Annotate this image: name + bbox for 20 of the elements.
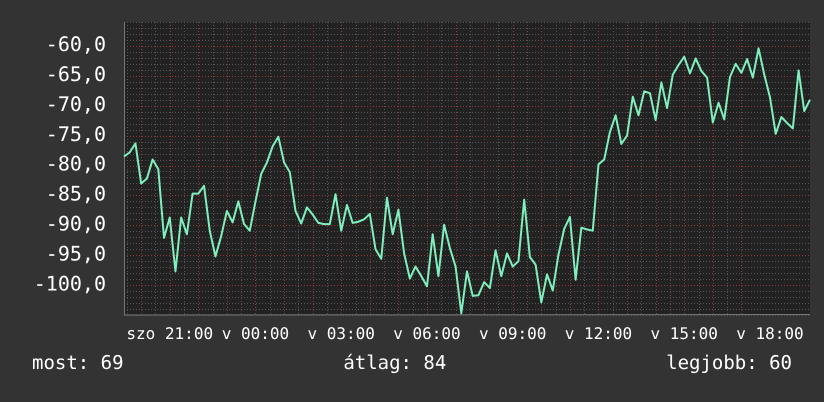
x-tick-label: v 09:00 xyxy=(479,324,546,343)
y-tick-label: -80,0 xyxy=(46,152,106,176)
text: most: 69 xyxy=(32,352,124,374)
y-tick-label: -65,0 xyxy=(46,62,106,86)
y-tick-label: -90,0 xyxy=(46,212,106,236)
y-tick-label: -85,0 xyxy=(46,182,106,206)
x-tick-label: v 15:00 xyxy=(650,324,718,343)
text: átlag: 84 xyxy=(343,352,446,374)
y-tick-label: -75,0 xyxy=(46,122,106,146)
y-tick-label: -60,0 xyxy=(46,32,106,56)
y-tick-label: -100,0 xyxy=(34,271,106,296)
x-tick-label: v 18:00 xyxy=(736,324,804,343)
x-tick-label: v 12:00 xyxy=(564,324,632,343)
x-tick-label: v 06:00 xyxy=(393,324,461,343)
x-tick-label: szo 21:00 xyxy=(126,324,214,343)
y-tick-label: -95,0 xyxy=(46,241,106,266)
text: legjobb: 60 xyxy=(666,352,792,374)
x-tick-label: v 00:00 xyxy=(222,324,290,343)
y-tick-label: -70,0 xyxy=(46,92,106,116)
x-tick-label: v 03:00 xyxy=(308,324,375,343)
